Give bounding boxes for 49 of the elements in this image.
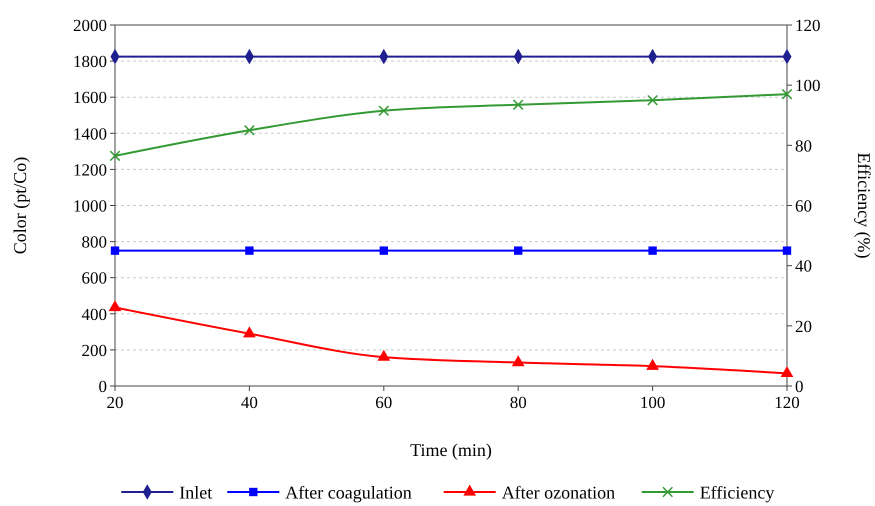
y2-tick-label: 80 bbox=[795, 136, 812, 156]
y-tick-label: 1000 bbox=[73, 196, 107, 216]
y-tick-label: 200 bbox=[82, 340, 107, 360]
legend-label: Efficiency bbox=[700, 482, 774, 502]
point bbox=[782, 88, 792, 100]
point bbox=[244, 124, 255, 136]
point bbox=[512, 355, 525, 366]
y2-tick-label: 20 bbox=[795, 316, 812, 336]
x-tick-label: 40 bbox=[240, 393, 258, 412]
point bbox=[243, 326, 256, 338]
y-tick-label: 2000 bbox=[73, 16, 107, 35]
y-tick-label: 400 bbox=[82, 304, 107, 324]
y-tick-label: 0 bbox=[98, 376, 107, 396]
point bbox=[782, 246, 792, 255]
y2-tick-label: 0 bbox=[795, 376, 804, 396]
x-tick-label: 20 bbox=[106, 393, 124, 412]
point bbox=[514, 246, 522, 255]
y2-tick-label: 40 bbox=[795, 256, 812, 276]
y-tick-label: 1600 bbox=[73, 88, 107, 108]
x-tick-label: 60 bbox=[375, 393, 392, 412]
x-tick-label: 80 bbox=[510, 393, 527, 412]
legend-label: Inlet bbox=[179, 482, 212, 502]
point bbox=[380, 246, 388, 255]
y-axis-title: Color (pt/Co) bbox=[10, 156, 30, 254]
legend-label: After coagulation bbox=[285, 482, 412, 502]
y2-tick-label: 100 bbox=[795, 76, 820, 96]
point bbox=[245, 246, 254, 255]
x-tick-label: 100 bbox=[640, 393, 666, 412]
point bbox=[377, 350, 390, 361]
point bbox=[378, 105, 390, 116]
y-tick-label: 600 bbox=[82, 268, 107, 288]
legend-label: After ozonation bbox=[502, 482, 616, 502]
point bbox=[780, 366, 794, 378]
point bbox=[512, 99, 524, 110]
point bbox=[646, 358, 659, 370]
y-tick-label: 1400 bbox=[73, 124, 107, 144]
point bbox=[110, 150, 120, 162]
y-tick-label: 800 bbox=[82, 232, 107, 252]
y2-tick-label: 60 bbox=[795, 196, 812, 216]
point bbox=[647, 94, 658, 106]
y-tick-label: 1800 bbox=[73, 52, 107, 72]
x-tick-label: 120 bbox=[774, 393, 800, 412]
x-axis-title: Time (min) bbox=[410, 440, 492, 460]
y2-axis-title: Efficiency (%) bbox=[854, 152, 874, 259]
y2-tick-label: 120 bbox=[795, 16, 820, 35]
point bbox=[110, 246, 120, 255]
y-tick-label: 1200 bbox=[73, 160, 107, 180]
point bbox=[648, 246, 657, 255]
point bbox=[108, 300, 122, 312]
